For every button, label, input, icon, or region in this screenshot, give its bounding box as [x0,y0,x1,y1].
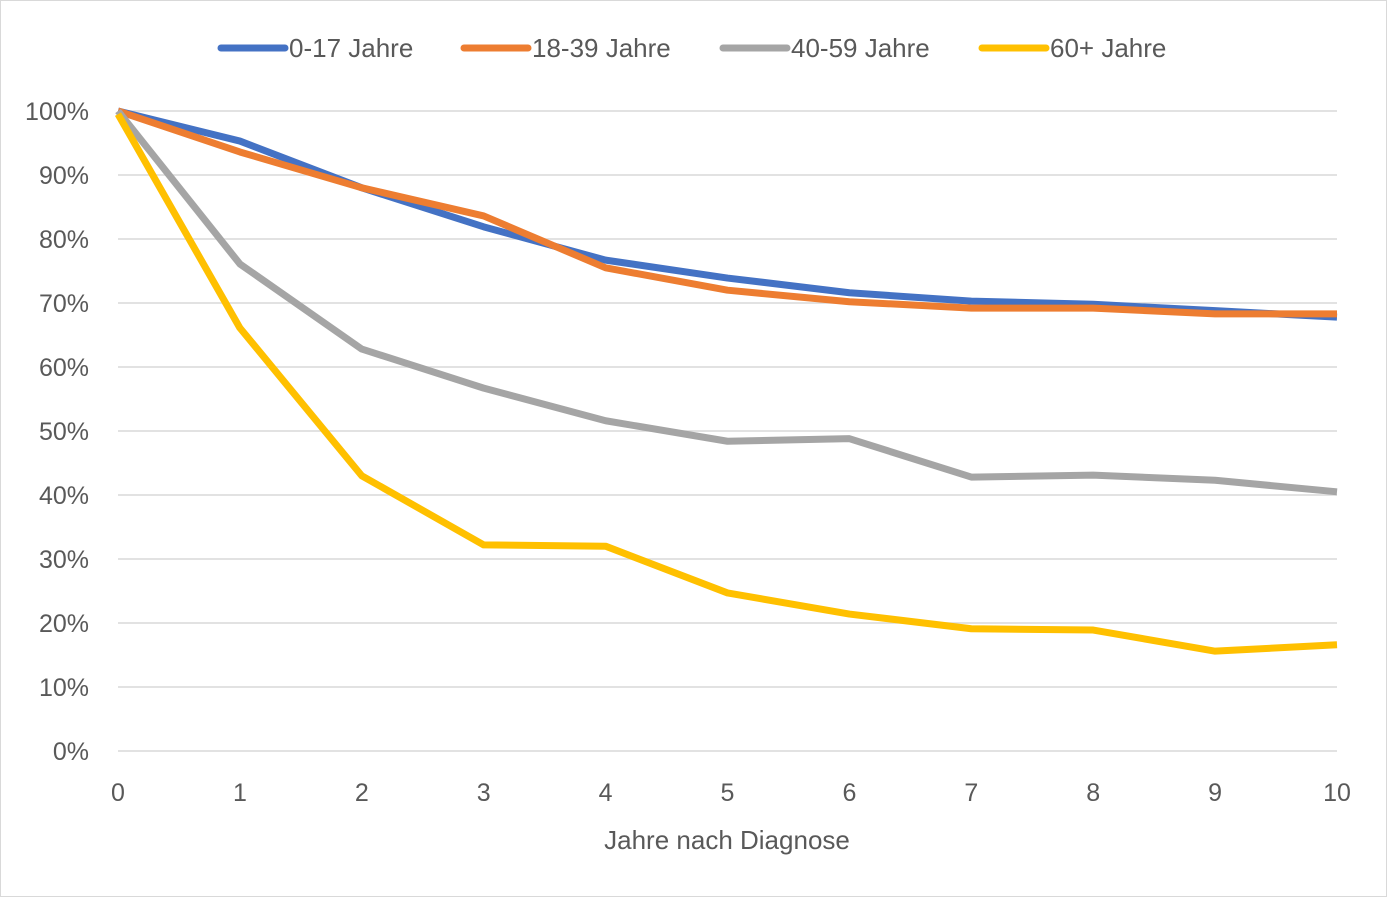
x-tick-label: 2 [355,779,369,807]
y-tick-label: 10% [39,674,89,702]
x-tick-label: 8 [1086,779,1100,807]
y-tick-label: 70% [39,290,89,318]
x-tick-label: 5 [721,779,735,807]
x-tick-label: 7 [964,779,978,807]
x-tick-label: 10 [1323,779,1351,807]
series-line-3 [114,112,1338,655]
legend-label: 40-59 Jahre [791,33,930,63]
series-line-1 [116,107,1337,318]
legend-item: 60+ Jahre [978,33,1166,63]
x-tick-label: 1 [233,779,247,807]
x-tick-label: 9 [1208,779,1222,807]
y-tick-label: 40% [39,482,89,510]
x-tick-label: 4 [599,779,613,807]
y-tick-label: 90% [39,162,89,190]
y-tick-label: 80% [39,226,89,254]
x-axis-label: Jahre nach Diagnose [604,825,850,855]
y-tick-label: 60% [39,354,89,382]
y-tick-label: 100% [25,98,89,126]
x-tick-label: 0 [111,779,125,807]
y-tick-label: 50% [39,418,89,446]
series-line-2 [115,108,1338,496]
y-tick-label: 30% [39,546,89,574]
legend-label: 0-17 Jahre [289,33,413,63]
y-tick-label: 0% [53,738,89,766]
legend-label: 18-39 Jahre [532,33,671,63]
legend-item: 18-39 Jahre [460,33,671,63]
legend-item: 0-17 Jahre [217,33,413,63]
legend-label: 60+ Jahre [1050,33,1166,63]
x-tick-label: 6 [842,779,856,807]
series-line-0 [117,107,1338,321]
y-tick-label: 20% [39,610,89,638]
x-tick-label: 3 [477,779,491,807]
legend-item: 40-59 Jahre [719,33,930,63]
